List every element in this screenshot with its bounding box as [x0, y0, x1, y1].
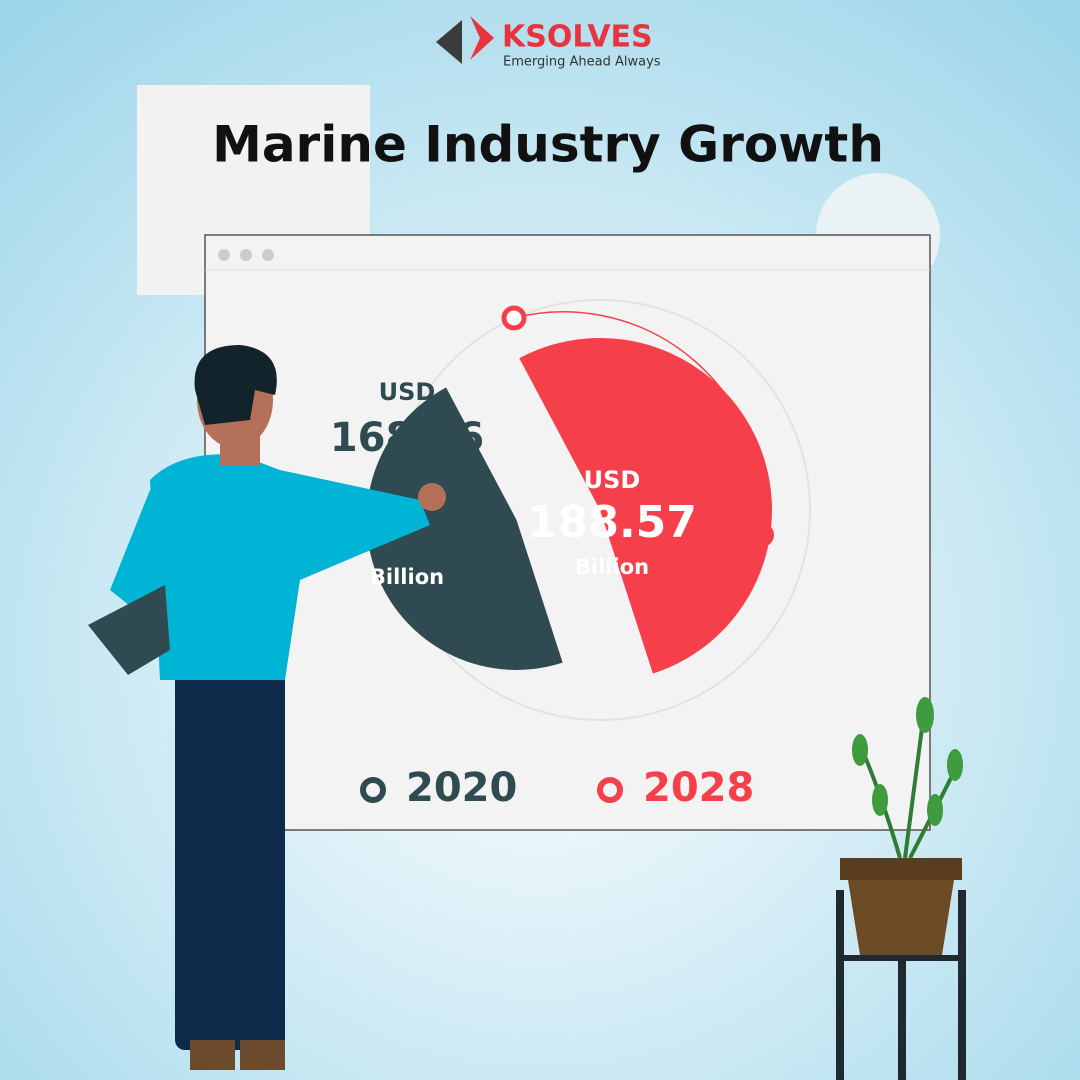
plant-leaf [852, 734, 868, 766]
chart-title: Marine Industry Growth [212, 116, 884, 174]
window-dot [218, 249, 230, 261]
orbit-knob [501, 305, 527, 331]
plant-stand [898, 890, 906, 1080]
logo: KSOLVES Emerging Ahead Always [436, 16, 661, 70]
person-torso [150, 454, 430, 680]
plant-stand [836, 955, 966, 961]
value-label: 188.57 [527, 497, 697, 548]
value-unit-prefix: USD [584, 466, 641, 494]
person-shoe [240, 1040, 285, 1070]
brand-name: KSOLVES [502, 20, 653, 55]
pie [366, 338, 773, 674]
person [88, 345, 446, 1070]
value-label: 168.56 [330, 415, 484, 461]
plant-pot [848, 880, 954, 955]
logo-mark [470, 16, 494, 60]
value-unit-suffix: Billion [575, 555, 649, 579]
person-hand [418, 483, 446, 511]
plant-leaf [872, 784, 888, 816]
pie-slice [366, 387, 563, 670]
person-shoe [190, 1040, 235, 1070]
brand-tagline: Emerging Ahead Always [503, 55, 661, 70]
value-unit-prefix: USD [379, 378, 436, 406]
person-hair [194, 345, 277, 425]
legend-marker [360, 777, 386, 803]
logo-mark [436, 20, 462, 64]
plant-leaf [916, 697, 934, 733]
legend-marker [597, 777, 623, 803]
plant-leaf [947, 749, 963, 781]
window-dot [262, 249, 274, 261]
legend-label: 2020 [406, 765, 517, 811]
pie-slice [519, 338, 773, 674]
plant-pot [840, 858, 962, 880]
window-dot [240, 249, 252, 261]
plant-stand [958, 890, 966, 1080]
person-legs [175, 660, 285, 1050]
legend-label: 2028 [643, 765, 754, 811]
person-held-slice [88, 585, 170, 675]
plant-leaf [927, 794, 943, 826]
value-unit-suffix: Billion [370, 565, 444, 589]
plant-stand [836, 890, 844, 1080]
plant [836, 697, 966, 1080]
